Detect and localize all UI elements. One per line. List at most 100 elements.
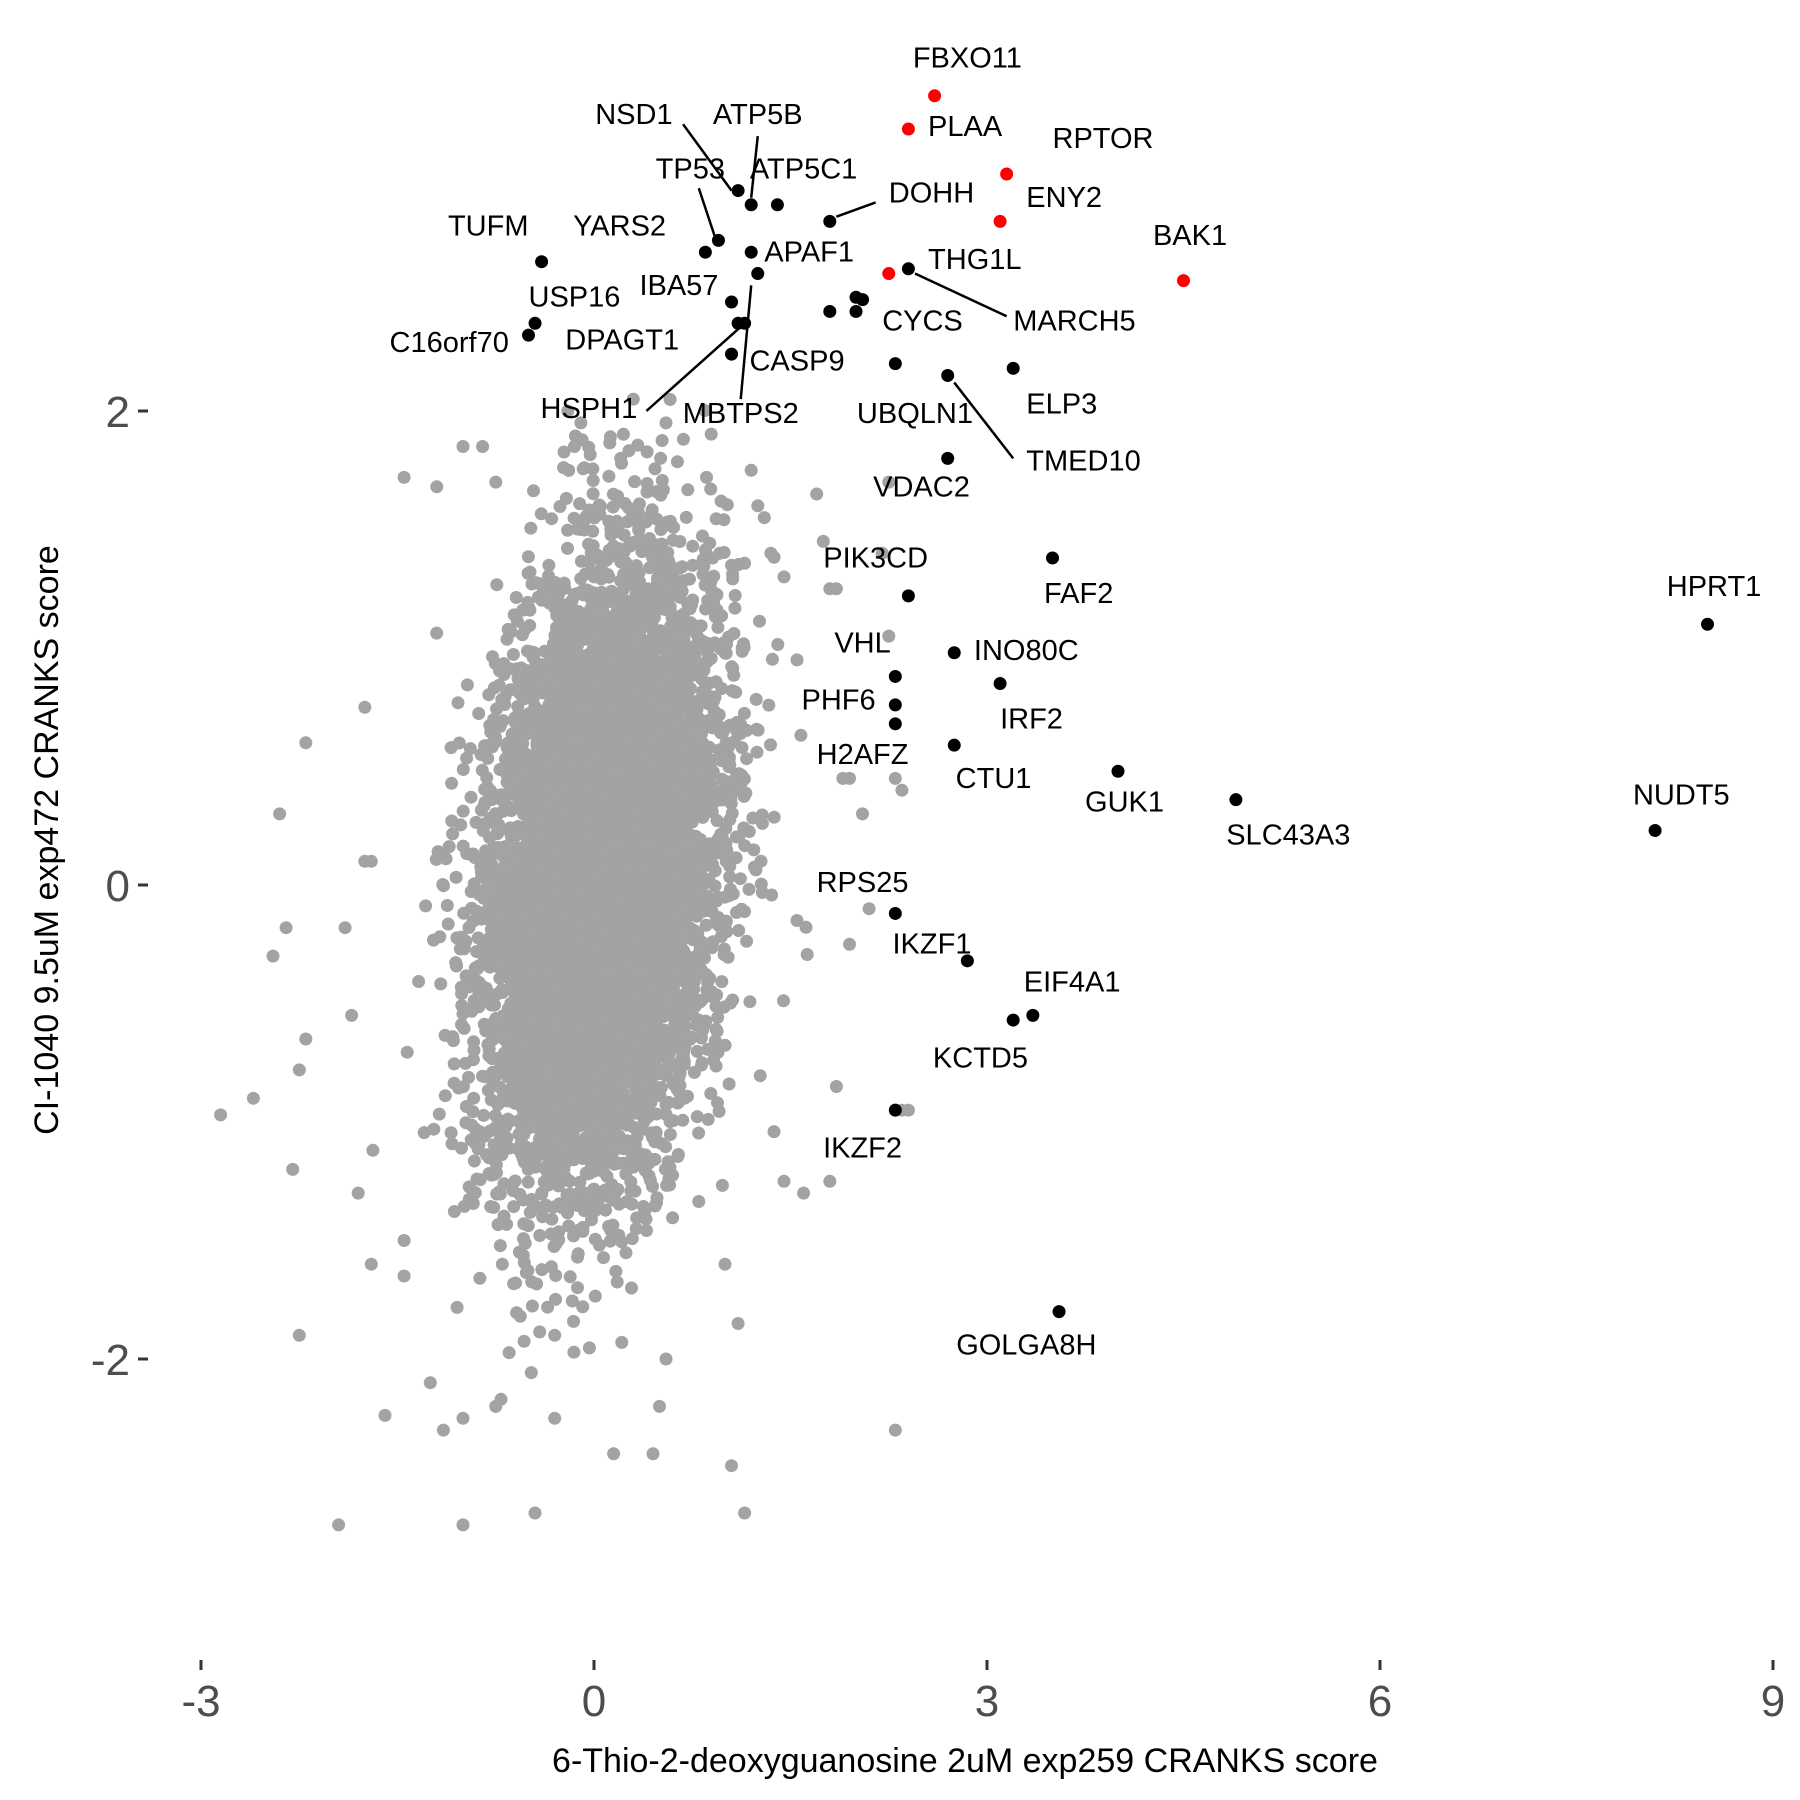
background-point (446, 827, 460, 841)
background-point (771, 638, 785, 651)
background-point (750, 745, 764, 759)
background-point (477, 1108, 491, 1122)
background-point (462, 1180, 476, 1194)
background-point (561, 541, 574, 555)
background-point (476, 1069, 489, 1083)
background-point (462, 921, 476, 934)
background-point (507, 1277, 521, 1291)
background-point (582, 1341, 596, 1355)
background-point (723, 870, 737, 884)
background-point (663, 393, 677, 406)
background-point (456, 804, 470, 818)
background-point (588, 1289, 602, 1303)
background-point (799, 920, 813, 934)
background-point (521, 566, 535, 580)
background-point (654, 451, 668, 465)
background-point (366, 1143, 380, 1157)
background-point (538, 644, 552, 658)
background-point (728, 589, 742, 602)
background-point (432, 1107, 446, 1121)
background-point (493, 1239, 507, 1253)
background-point (704, 482, 718, 496)
background-point (521, 1175, 535, 1189)
background-point (737, 789, 751, 803)
background-point (482, 1167, 496, 1181)
background-point (430, 626, 444, 640)
background-point (378, 1408, 392, 1422)
background-point (615, 1335, 629, 1349)
background-point (767, 810, 781, 824)
background-point (444, 741, 458, 755)
background-point (427, 1122, 441, 1136)
background-point (676, 432, 690, 446)
background-point (671, 1096, 685, 1110)
background-point (690, 1044, 704, 1058)
background-point (460, 678, 474, 692)
background-point (630, 1211, 644, 1225)
background-point (587, 1182, 601, 1196)
background-point (616, 427, 630, 441)
background-point (602, 469, 616, 483)
background-point (472, 707, 486, 720)
background-point (687, 1065, 701, 1079)
background-point (552, 1225, 566, 1239)
background-point (711, 1010, 725, 1024)
background-point (648, 462, 662, 476)
background-point (625, 1232, 639, 1246)
background-point (438, 1089, 452, 1103)
background-point (534, 507, 548, 521)
background-point (640, 445, 654, 459)
background-point (683, 572, 696, 586)
background-point (521, 550, 535, 564)
background-point (506, 1184, 520, 1198)
background-point (753, 614, 766, 628)
background-point (720, 498, 734, 512)
background-point (441, 917, 455, 931)
background-point (670, 455, 684, 469)
background-point (692, 1126, 706, 1140)
background-point (599, 1203, 612, 1217)
background-point (767, 1125, 781, 1139)
background-point (509, 591, 523, 604)
background-point (521, 1219, 535, 1233)
background-point (533, 1229, 547, 1242)
background-point (726, 993, 740, 1007)
background-point (557, 445, 571, 459)
background-point (486, 650, 499, 664)
background-point (740, 934, 754, 948)
background-point (597, 1251, 610, 1265)
background-point (502, 1346, 516, 1360)
background-point (742, 882, 756, 896)
background-point (719, 854, 733, 868)
background-point (419, 899, 433, 913)
background-point (445, 1137, 459, 1151)
background-point (497, 1209, 511, 1223)
background-point (567, 1345, 581, 1359)
background-point (449, 870, 463, 884)
background-point (722, 1077, 736, 1091)
background-point (586, 487, 600, 501)
background-point (450, 1300, 464, 1314)
background-point (524, 521, 538, 535)
background-point (479, 1024, 493, 1038)
background-point (762, 698, 776, 712)
background-point (625, 1281, 638, 1295)
background-point (525, 1299, 539, 1313)
background-point (490, 578, 504, 592)
background-point (445, 776, 459, 790)
background-point (467, 1043, 481, 1057)
background-point (517, 1256, 531, 1270)
background-point (655, 434, 669, 447)
background-point (412, 975, 426, 988)
background-point (457, 906, 471, 920)
background-point (586, 474, 600, 487)
background-points (214, 392, 915, 1532)
background-point (720, 637, 733, 651)
background-point (561, 523, 575, 537)
background-point (574, 572, 588, 586)
background-point (711, 1096, 724, 1110)
background-point (481, 1038, 495, 1052)
background-point (507, 1200, 521, 1214)
